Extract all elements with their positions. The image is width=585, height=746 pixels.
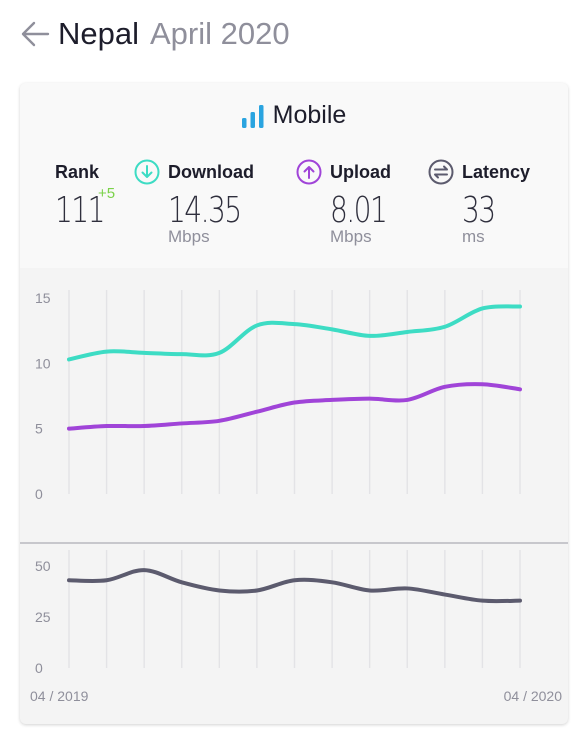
latency-unit: ms — [462, 227, 485, 246]
arrow-left-icon — [21, 21, 50, 47]
metric-download: Download 14.35 Mbps — [134, 157, 261, 247]
download-value: 14.35 — [168, 190, 242, 231]
download-series-line — [67, 304, 522, 362]
card-summary: Mobile Rank 111 +5 Download 14.35 Mbps — [20, 83, 568, 268]
metric-latency: Latency 33 ms — [428, 157, 530, 247]
latency-arrows-icon — [428, 159, 454, 185]
rank-value: 111 — [55, 190, 105, 231]
y-tick-label: 5 — [35, 421, 43, 437]
y-tick-label: 15 — [35, 290, 51, 306]
upload-series-line — [67, 382, 522, 431]
charts-area: 0 5 10 15 0 25 50 04 / 2019 04 / 2020 — [20, 268, 568, 724]
upload-arrow-icon — [296, 159, 322, 185]
download-label: Download — [168, 161, 254, 182]
metric-upload: Upload 8.01 Mbps — [296, 157, 402, 247]
latency-label: Latency — [462, 161, 531, 182]
card-title: Mobile — [20, 101, 568, 130]
x-tick-end: 04 / 2020 — [503, 688, 562, 704]
signal-bars-icon — [241, 104, 264, 128]
download-unit: Mbps — [168, 227, 210, 246]
y-tick-label: 0 — [35, 486, 43, 502]
upload-label: Upload — [330, 161, 391, 182]
y-tick-label: 50 — [35, 558, 51, 574]
back-button[interactable] — [18, 17, 52, 51]
metric-rank: Rank 111 +5 — [55, 157, 118, 233]
y-tick-label: 25 — [35, 609, 51, 625]
mobile-card: Mobile Rank 111 +5 Download 14.35 Mbps — [20, 83, 568, 724]
report-period: April 2020 — [150, 16, 290, 51]
upload-unit: Mbps — [330, 227, 372, 246]
latency-value: 33 — [462, 190, 496, 231]
rank-change: +5 — [98, 185, 116, 202]
country-name: Nepal — [58, 16, 139, 51]
y-tick-label: 10 — [35, 355, 51, 371]
x-tick-start: 04 / 2019 — [30, 688, 89, 704]
y-tick-label: 0 — [35, 660, 43, 676]
card-title-label: Mobile — [272, 101, 347, 129]
speed-charts: 0 5 10 15 0 25 50 — [20, 290, 568, 676]
download-arrow-icon — [134, 159, 160, 185]
latency-series-line — [67, 568, 522, 604]
rank-label: Rank — [55, 161, 100, 182]
upload-value: 8.01 — [330, 190, 388, 231]
page-header: Nepal April 2020 — [18, 12, 290, 56]
